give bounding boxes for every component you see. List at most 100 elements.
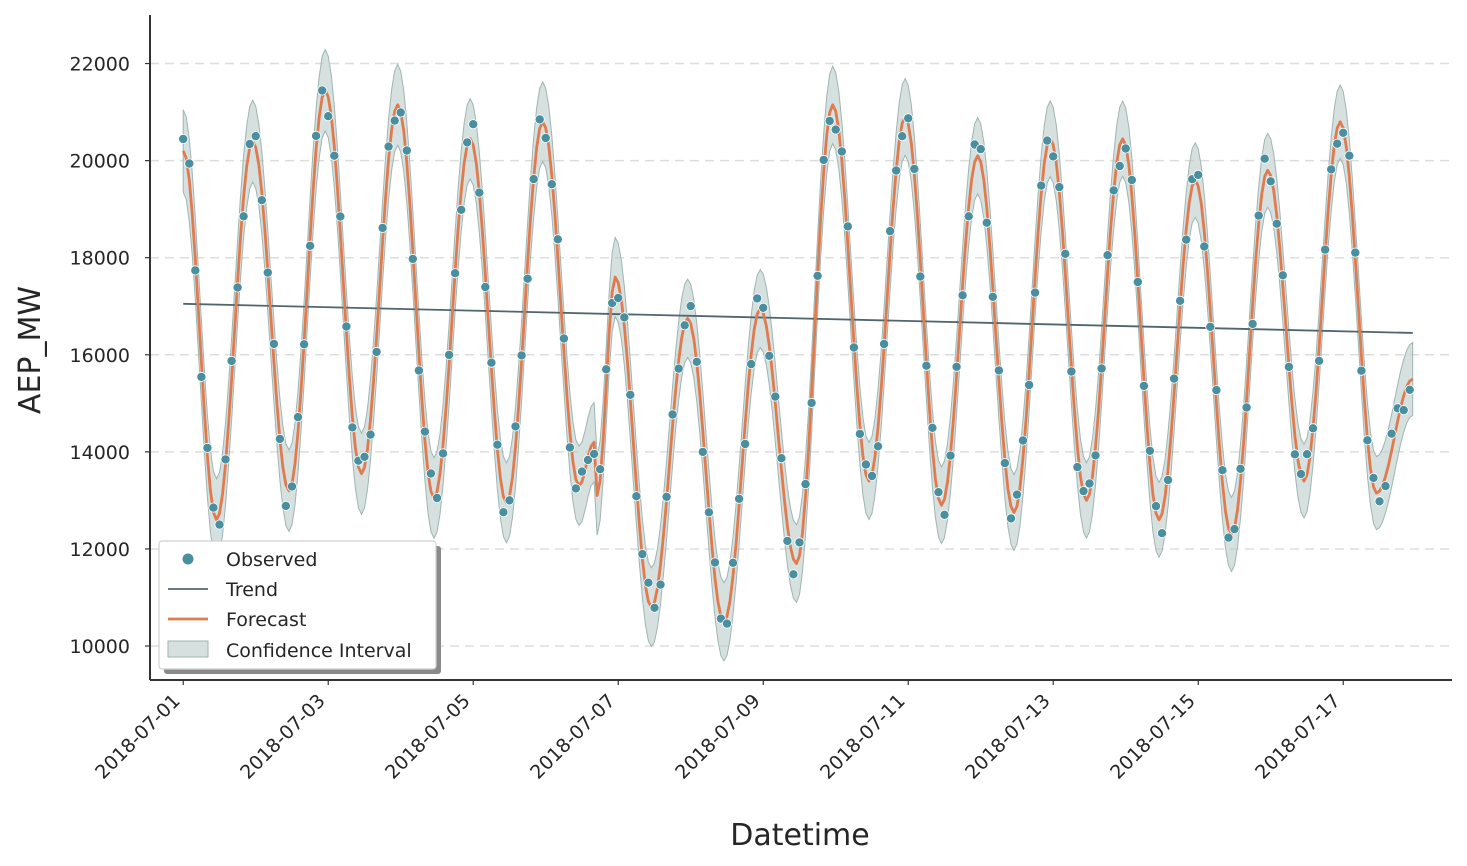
observed-point xyxy=(431,492,442,503)
observed-point xyxy=(1386,428,1397,439)
observed-point xyxy=(268,338,279,349)
observed-point xyxy=(371,346,382,357)
observed-point xyxy=(933,487,944,498)
observed-point xyxy=(1102,250,1113,261)
observed-point xyxy=(891,165,902,176)
observed-point xyxy=(1078,486,1089,497)
observed-point xyxy=(359,451,370,462)
legend: Observed Trend Forecast Confidence Inter… xyxy=(158,540,441,674)
observed-point xyxy=(317,85,328,96)
observed-point xyxy=(419,426,430,437)
observed-point xyxy=(244,138,255,149)
observed-point xyxy=(619,312,630,323)
observed-point xyxy=(1060,248,1071,259)
y-tick-label: 20000 xyxy=(70,151,130,173)
observed-point xyxy=(444,349,455,360)
observed-point xyxy=(643,577,654,588)
observed-point xyxy=(1090,450,1101,461)
y-tick-label: 16000 xyxy=(70,345,130,367)
observed-point xyxy=(1289,449,1300,460)
observed-point xyxy=(274,433,285,444)
legend-confidence-label: Confidence Interval xyxy=(226,640,412,662)
observed-point xyxy=(238,211,249,222)
observed-point xyxy=(528,174,539,185)
observed-point xyxy=(691,356,702,367)
observed-point xyxy=(1404,384,1415,395)
x-tick-label: 2018-07-03 xyxy=(236,690,330,784)
observed-point xyxy=(975,144,986,155)
x-tick-label: 2018-07-07 xyxy=(526,690,620,784)
observed-point xyxy=(208,502,219,513)
observed-point xyxy=(667,409,678,420)
observed-point xyxy=(522,273,533,284)
observed-point xyxy=(1296,468,1307,479)
observed-point xyxy=(1223,532,1234,543)
x-tick-label: 2018-07-09 xyxy=(671,690,765,784)
observed-point xyxy=(1350,247,1361,258)
observed-point xyxy=(625,389,636,400)
observed-point xyxy=(1175,295,1186,306)
y-axis-title: AEP_MW xyxy=(13,286,48,414)
observed-point xyxy=(214,519,225,530)
observed-point xyxy=(311,130,322,141)
observed-point xyxy=(437,448,448,459)
observed-point xyxy=(800,479,811,490)
observed-point xyxy=(951,361,962,372)
observed-point xyxy=(854,428,865,439)
observed-point xyxy=(842,221,853,232)
observed-point xyxy=(637,549,648,560)
observed-point xyxy=(389,115,400,126)
observed-point xyxy=(613,292,624,303)
observed-point xyxy=(1338,127,1349,138)
observed-point xyxy=(595,464,606,475)
observed-point xyxy=(262,267,273,278)
observed-point xyxy=(534,114,545,125)
observed-point xyxy=(1054,182,1065,193)
observed-point xyxy=(1259,153,1270,164)
observed-point xyxy=(226,355,237,366)
observed-point xyxy=(1024,379,1035,390)
observed-point xyxy=(1283,361,1294,372)
observed-point xyxy=(1302,449,1313,460)
observed-points-layer xyxy=(178,85,1415,629)
observed-point xyxy=(1157,528,1168,539)
observed-point xyxy=(1108,185,1119,196)
observed-point xyxy=(921,360,932,371)
observed-point xyxy=(196,371,207,382)
observed-point xyxy=(552,234,563,245)
observed-point xyxy=(679,320,690,331)
observed-point xyxy=(860,459,871,470)
observed-point xyxy=(401,145,412,156)
observed-point xyxy=(546,179,557,190)
observed-point xyxy=(685,301,696,312)
observed-point xyxy=(631,491,642,502)
observed-point xyxy=(1356,365,1367,376)
observed-point xyxy=(649,602,660,613)
observed-point xyxy=(993,365,1004,376)
observed-point xyxy=(601,364,612,375)
y-tick-label: 12000 xyxy=(70,539,130,561)
observed-point xyxy=(1066,366,1077,377)
observed-point xyxy=(516,350,527,361)
observed-point xyxy=(758,302,769,313)
axes xyxy=(149,15,1452,681)
observed-point xyxy=(987,291,998,302)
observed-point xyxy=(1205,321,1216,332)
legend-forecast-label: Forecast xyxy=(226,609,306,631)
observed-point xyxy=(909,163,920,174)
observed-point xyxy=(740,438,751,449)
observed-point xyxy=(1144,445,1155,456)
observed-point xyxy=(1132,276,1143,287)
y-tick-label: 22000 xyxy=(70,54,130,76)
observed-point xyxy=(365,429,376,440)
observed-point xyxy=(752,293,763,304)
y-tick-label: 18000 xyxy=(70,248,130,270)
observed-point xyxy=(1169,373,1180,384)
observed-point xyxy=(963,211,974,222)
observed-point xyxy=(927,422,938,433)
observed-point xyxy=(1012,489,1023,500)
observed-point xyxy=(776,453,787,464)
observed-point xyxy=(1247,318,1258,329)
legend-confidence-swatch xyxy=(167,640,209,658)
observed-point xyxy=(1096,363,1107,374)
